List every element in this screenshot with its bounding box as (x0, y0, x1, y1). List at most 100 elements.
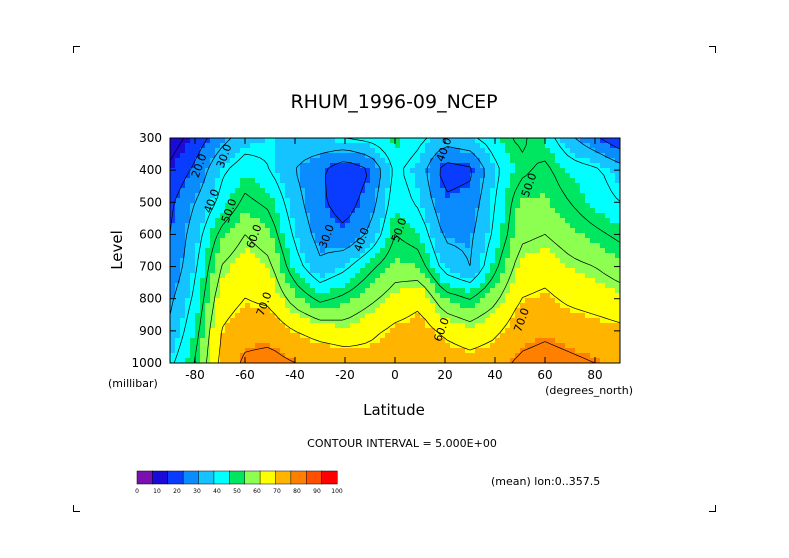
field-cell (390, 183, 396, 189)
field-cell (435, 293, 441, 299)
field-cell (460, 158, 466, 164)
field-cell (530, 158, 536, 164)
field-cell (375, 208, 381, 214)
field-cell (515, 233, 521, 239)
field-cell (255, 233, 261, 239)
field-cell (275, 143, 281, 149)
field-cell (210, 253, 216, 259)
field-cell (500, 258, 506, 264)
field-cell (550, 203, 556, 209)
field-cell (440, 248, 446, 254)
field-cell (605, 168, 611, 174)
field-cell (400, 323, 406, 329)
field-cell (300, 323, 306, 329)
field-cell (400, 233, 406, 239)
field-cell (265, 298, 271, 304)
field-cell (590, 153, 596, 159)
field-cell (270, 348, 276, 354)
field-cell (395, 213, 401, 219)
field-cell (175, 303, 181, 309)
field-cell (170, 333, 176, 339)
field-cell (250, 343, 256, 349)
field-cell (445, 238, 451, 244)
field-cell (435, 338, 441, 344)
field-cell (240, 348, 246, 354)
field-cell (380, 318, 386, 324)
field-cell (480, 288, 486, 294)
field-cell (460, 348, 466, 354)
field-cell (245, 318, 251, 324)
field-cell (610, 323, 616, 329)
field-cell (580, 278, 586, 284)
field-cell (505, 143, 511, 149)
field-cell (495, 253, 501, 259)
field-cell (305, 343, 311, 349)
field-cell (555, 253, 561, 259)
field-cell (325, 293, 331, 299)
field-cell (435, 288, 441, 294)
field-cell (180, 323, 186, 329)
field-cell (195, 263, 201, 269)
field-cell (595, 223, 601, 229)
field-cell (210, 243, 216, 249)
field-cell (195, 358, 201, 363)
field-cell (315, 223, 321, 229)
field-cell (280, 168, 286, 174)
field-cell (550, 243, 556, 249)
field-cell (350, 218, 356, 224)
field-cell (310, 308, 316, 314)
field-cell (440, 158, 446, 164)
field-cell (425, 328, 431, 334)
field-cell (225, 333, 231, 339)
field-cell (335, 343, 341, 349)
field-cell (445, 153, 451, 159)
field-cell (410, 258, 416, 264)
field-cell (275, 218, 281, 224)
field-cell (245, 163, 251, 169)
field-cell (235, 188, 241, 194)
field-cell (580, 153, 586, 159)
field-cell (265, 183, 271, 189)
field-cell (210, 273, 216, 279)
field-cell (505, 213, 511, 219)
field-cell (330, 203, 336, 209)
field-cell (425, 223, 431, 229)
field-cell (585, 148, 591, 154)
field-cell (400, 153, 406, 159)
field-cell (235, 283, 241, 289)
field-cell (510, 203, 516, 209)
field-cell (575, 153, 581, 159)
field-cell (300, 303, 306, 309)
field-cell (615, 273, 620, 279)
field-cell (195, 148, 201, 154)
contour-line (170, 138, 185, 162)
field-cell (305, 178, 311, 184)
field-cell (410, 158, 416, 164)
field-cell (345, 338, 351, 344)
field-cell (585, 228, 591, 234)
field-cell (595, 308, 601, 314)
field-cell (600, 168, 606, 174)
field-cell (430, 288, 436, 294)
field-cell (175, 203, 181, 209)
field-cell (360, 188, 366, 194)
field-cell (370, 358, 376, 363)
field-cell (305, 313, 311, 319)
field-cell (405, 283, 411, 289)
field-cell (225, 213, 231, 219)
field-cell (300, 198, 306, 204)
field-cell (460, 143, 466, 149)
field-cell (280, 198, 286, 204)
field-cell (310, 353, 316, 359)
field-cell (510, 293, 516, 299)
field-cell (195, 178, 201, 184)
field-cell (365, 333, 371, 339)
field-cell (350, 278, 356, 284)
field-cell (550, 163, 556, 169)
field-cell (250, 268, 256, 274)
field-cell (530, 263, 536, 269)
field-cell (470, 338, 476, 344)
field-cell (495, 218, 501, 224)
field-cell (340, 258, 346, 264)
field-cell (500, 308, 506, 314)
